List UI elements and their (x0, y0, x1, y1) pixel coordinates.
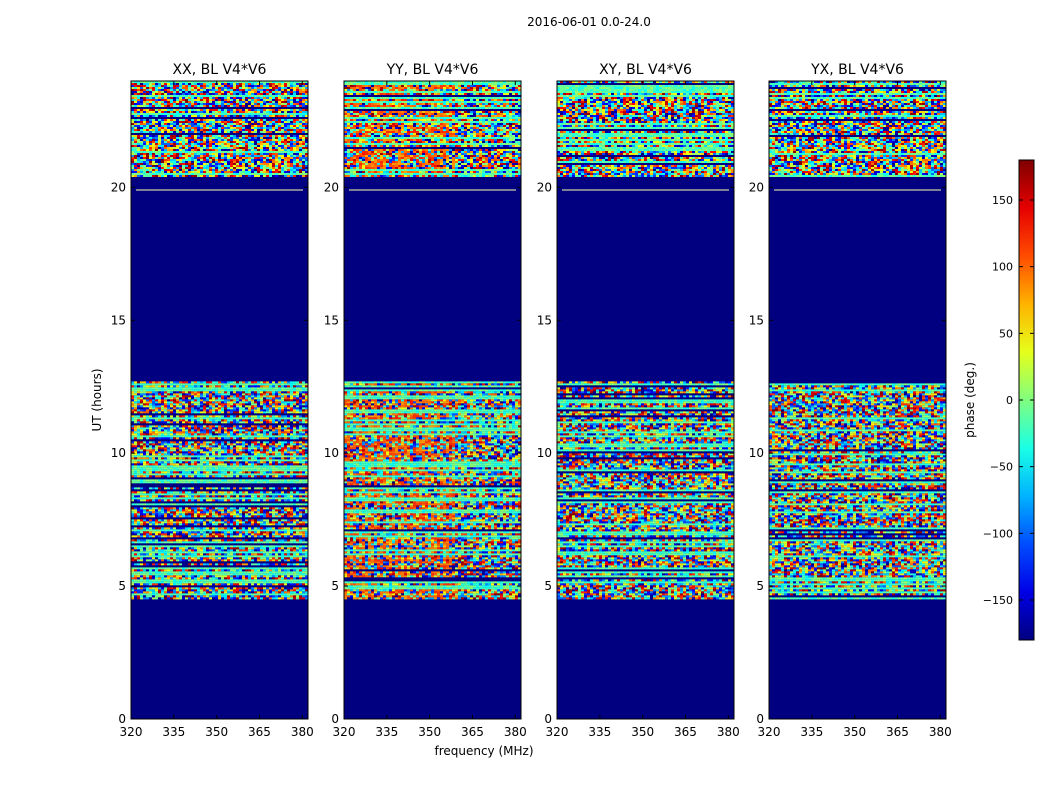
y-tick-label: 0 (544, 712, 552, 726)
colorbar-tick-label: −150 (983, 594, 1013, 607)
colorbar-tick-label: 0 (1006, 394, 1013, 407)
x-tick-label: 380 (929, 725, 952, 739)
y-tick-label: 15 (324, 313, 339, 327)
figure-title: 2016-06-01 0.0-24.0 (527, 15, 651, 29)
x-tick-label: 335 (588, 725, 611, 739)
panel-title: XY, BL V4*V6 (599, 62, 692, 78)
y-tick-label: 15 (537, 313, 552, 327)
x-tick-label: 335 (800, 725, 823, 739)
x-tick-label: 365 (674, 725, 697, 739)
y-tick-label: 5 (756, 579, 764, 593)
x-tick-label: 380 (504, 725, 527, 739)
panel-title: YX, BL V4*V6 (810, 62, 904, 78)
y-axis-label: UT (hours) (90, 368, 104, 431)
figure: 2016-06-01 0.0-24.0 XX, BL V4*V6 320 335 35… (0, 0, 1050, 800)
panel-title: YY, BL V4*V6 (386, 62, 479, 78)
y-tick-label: 5 (118, 579, 126, 593)
y-tick-label: 0 (331, 712, 339, 726)
colorbar-tick-label: 50 (999, 327, 1013, 340)
x-tick-label: 380 (717, 725, 740, 739)
colorbar-tick-label: 150 (992, 194, 1013, 207)
y-tick-label: 20 (111, 180, 126, 194)
y-tick-label: 15 (111, 313, 126, 327)
x-axis-label: frequency (MHz) (434, 744, 533, 758)
x-tick-label: 320 (120, 725, 143, 739)
y-tick-label: 5 (331, 579, 339, 593)
x-tick-label: 365 (886, 725, 909, 739)
panel-title: XX, BL V4*V6 (173, 62, 267, 78)
x-tick-label: 320 (333, 725, 356, 739)
y-tick-label: 10 (749, 446, 764, 460)
y-tick-label: 20 (749, 180, 764, 194)
x-tick-label: 350 (631, 725, 654, 739)
colorbar-tick-label: −100 (983, 527, 1013, 540)
x-tick-label: 380 (291, 725, 314, 739)
y-tick-label: 20 (537, 180, 552, 194)
panel-3: XY, BL V4*V6 320 335 350 365 380 0 5 10 15 20 (537, 62, 740, 739)
colorbar: 150 100 50 0 −50 −100 −150 (983, 160, 1034, 640)
y-tick-label: 0 (756, 712, 764, 726)
x-tick-label: 365 (248, 725, 271, 739)
colorbar-tick-label: 100 (992, 261, 1013, 274)
panel-4: YX, BL V4*V6 320 335 350 365 380 0 5 10 15 20 (749, 62, 952, 739)
x-tick-label: 335 (375, 725, 398, 739)
x-tick-label: 320 (758, 725, 781, 739)
panel-1: XX, BL V4*V6 320 335 350 365 380 0 5 10 15 20 (111, 62, 314, 739)
x-tick-label: 350 (205, 725, 228, 739)
y-tick-label: 10 (111, 446, 126, 460)
y-tick-label: 15 (749, 313, 764, 327)
y-tick-label: 10 (537, 446, 552, 460)
x-tick-label: 335 (162, 725, 185, 739)
y-tick-label: 0 (118, 712, 126, 726)
x-tick-label: 350 (843, 725, 866, 739)
x-tick-label: 365 (461, 725, 484, 739)
x-tick-label: 320 (546, 725, 569, 739)
y-tick-label: 20 (324, 180, 339, 194)
panel-2: YY, BL V4*V6 320 335 350 365 380 0 5 10 15 20 (324, 62, 527, 739)
colorbar-label: phase (deg.) (963, 362, 977, 438)
x-tick-label: 350 (418, 725, 441, 739)
colorbar-tick-label: −50 (990, 461, 1013, 474)
y-tick-label: 10 (324, 446, 339, 460)
y-tick-label: 5 (544, 579, 552, 593)
